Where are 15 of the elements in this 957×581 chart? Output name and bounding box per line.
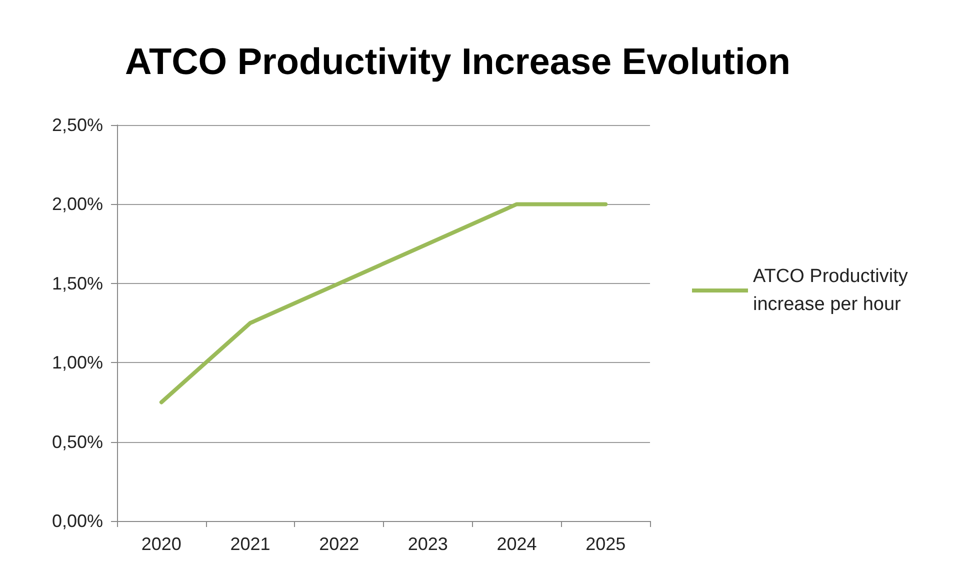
x-tick-label: 2020 — [141, 534, 182, 554]
x-tick-label: 2025 — [586, 534, 626, 554]
y-tick-label: 0,50% — [52, 432, 103, 452]
y-tick-label: 0,00% — [52, 511, 103, 531]
y-tick-label: 1,00% — [52, 352, 103, 373]
y-tick-label: 2,50% — [52, 115, 103, 135]
x-tick-label: 2022 — [319, 534, 360, 554]
x-tick-label: 2024 — [496, 534, 537, 554]
y-tick-label: 2,00% — [52, 194, 103, 214]
x-tick-label: 2021 — [230, 534, 270, 554]
chart-title: ATCO Productivity Increase Evolution — [125, 41, 790, 82]
x-tick-label: 2023 — [408, 534, 448, 554]
line-series — [159, 202, 608, 404]
y-tick-label: 1,50% — [52, 273, 103, 294]
legend-label: ATCO Productivity increase per hour — [753, 266, 914, 315]
